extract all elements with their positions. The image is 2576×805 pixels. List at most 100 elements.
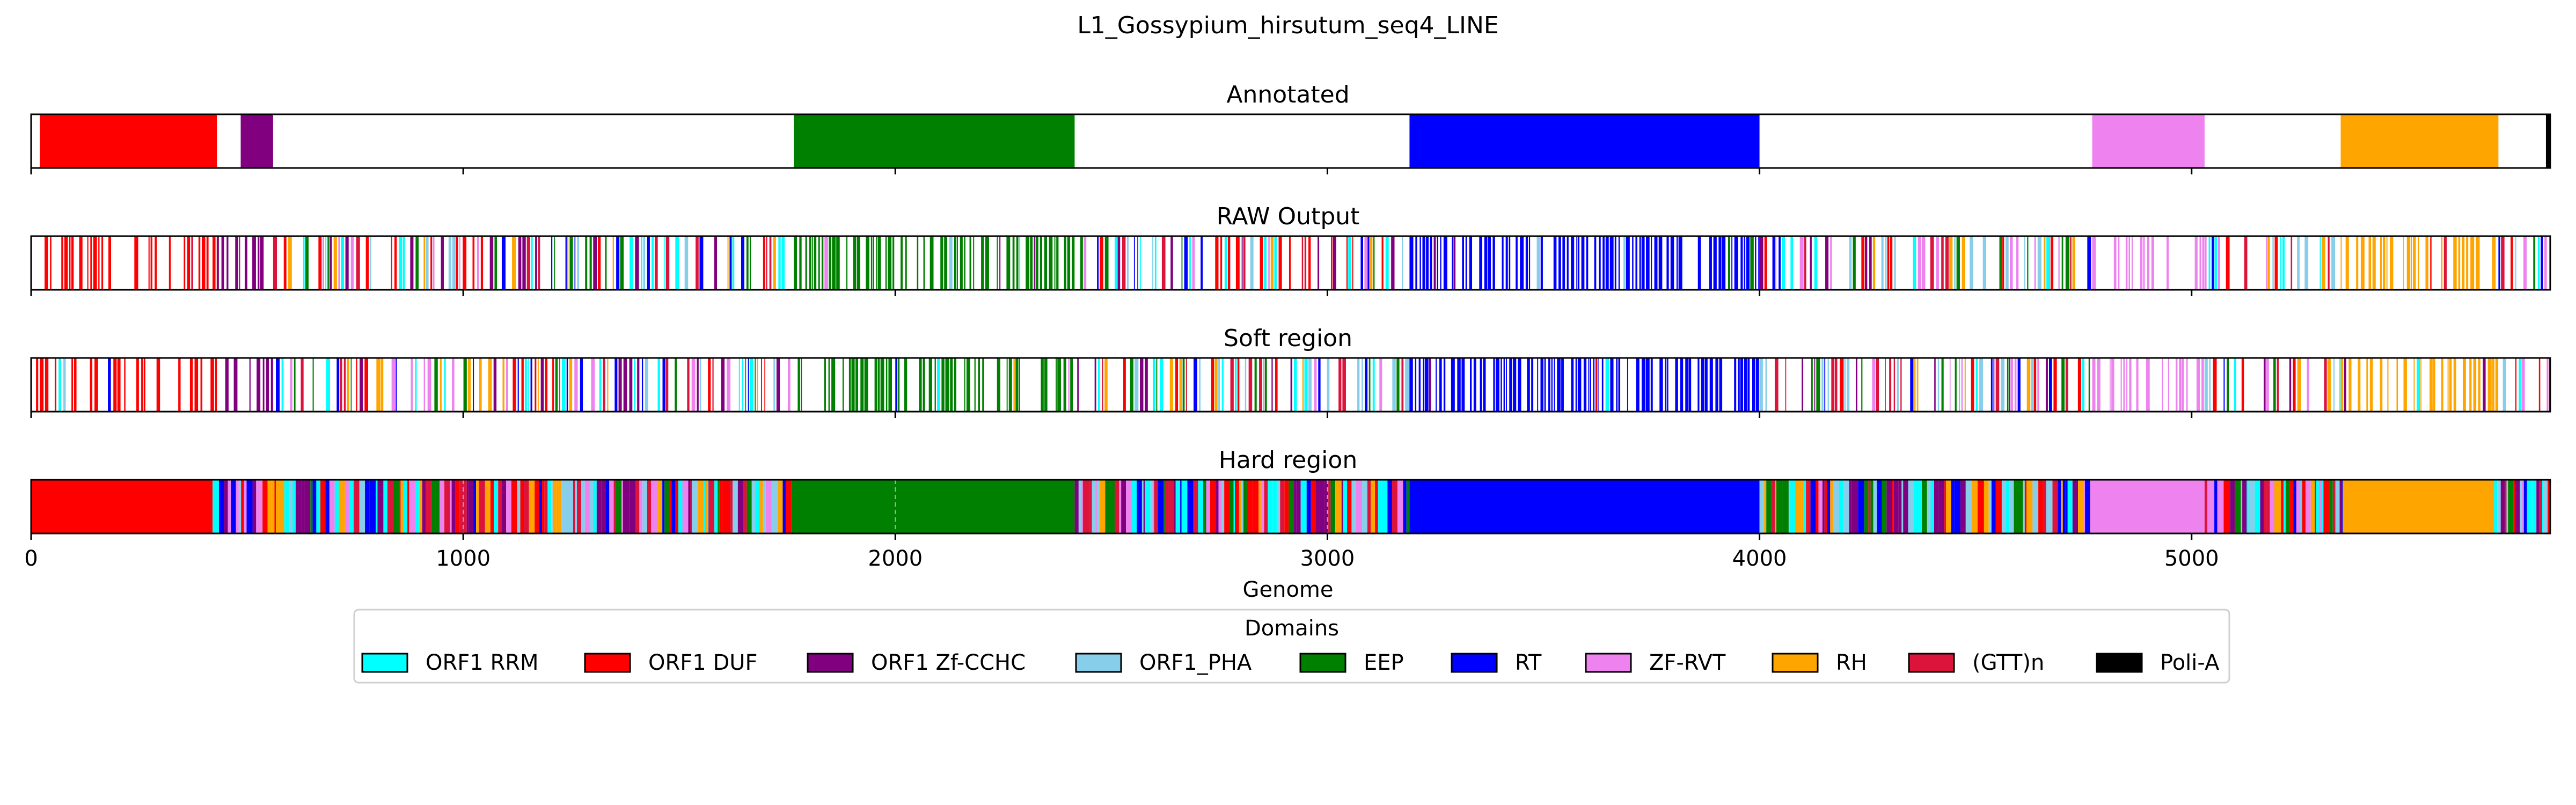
segment-orf1_rrm [1378, 480, 1382, 533]
segment-eep [1072, 236, 1075, 290]
segment-rt [741, 236, 744, 290]
segment-orf1_zf [252, 480, 257, 533]
segment-rt [2017, 358, 2021, 412]
segment-zf_rvt [2318, 480, 2322, 533]
segment-orf1_zf [1117, 236, 1121, 290]
segment-zf_rvt [2162, 358, 2163, 412]
segment-orf1_zf [489, 236, 494, 290]
segment-rt [605, 480, 610, 533]
segment-eep [2088, 358, 2090, 412]
x-tick-label: 1000 [436, 546, 491, 571]
segment-zf_rvt [765, 480, 772, 533]
segment-eep [327, 236, 329, 290]
segment-gtt [1804, 236, 1806, 290]
segment-orf1_pha [1357, 358, 1360, 412]
segment-rt [1734, 236, 1738, 290]
segment-rt [1990, 358, 1993, 412]
segment-rt [1719, 358, 1723, 412]
segment-zf_rvt [2176, 358, 2178, 412]
segment-eep [1044, 236, 1048, 290]
segment-orf1_rrm [1189, 236, 1191, 290]
legend-label: Poli-A [2160, 650, 2220, 675]
segment-eep [1064, 236, 1066, 290]
segment-eep [2285, 480, 2289, 533]
segment-orf1_pha [2001, 358, 2004, 412]
segment-orf1_pha [2543, 480, 2548, 533]
segment-gtt [479, 480, 485, 533]
segment-orf1_duf [98, 236, 100, 290]
segment-rt [1513, 358, 1517, 412]
segment-zf_rvt [639, 480, 643, 533]
segment-orf1_duf [1887, 236, 1890, 290]
segment-orf1_zf [1825, 236, 1829, 290]
segment-orf1_rrm [1274, 236, 1277, 290]
segment-zf_rvt [1314, 358, 1317, 412]
segment-zf_rvt [2266, 236, 2267, 290]
segment-orf1_duf [108, 236, 112, 290]
segment-rt [1561, 358, 1564, 412]
segment-eep [1056, 358, 1057, 412]
segment-eep [997, 358, 1000, 412]
segment-gtt [1185, 358, 1187, 412]
segment-orf1_zf [249, 358, 251, 412]
legend-item-eep: EEP [1299, 650, 1404, 675]
segment-orf1_zf [441, 236, 444, 290]
segment-orf1_duf [1375, 480, 1378, 533]
segment-eep [310, 480, 313, 533]
segment-gtt [2290, 236, 2293, 290]
segment-gtt [355, 480, 360, 533]
segment-orf1_zf [257, 358, 261, 412]
segment-orf1_pha [1849, 236, 1852, 290]
segment-orf1_rrm [1790, 236, 1794, 290]
segment-orf1_duf [74, 358, 77, 412]
segment-eep [589, 236, 592, 290]
segment-orf1_duf [90, 236, 92, 290]
segment-rt [1614, 236, 1616, 290]
segment-rh [347, 358, 349, 412]
segment-orf1_rrm [1139, 236, 1141, 290]
segment-orf1_pha [733, 480, 738, 533]
segment-orf1_rrm [2519, 358, 2521, 412]
segment-zf_rvt [2146, 358, 2150, 412]
segment-rh [2425, 236, 2428, 290]
segment-orf1_rrm [1839, 480, 1843, 533]
segment-rh [567, 236, 569, 290]
segment-rh [569, 358, 573, 412]
segment-orf1_zf [1324, 480, 1329, 533]
segment-orf1_duf [365, 236, 369, 290]
legend-label: (GTT)n [1972, 650, 2044, 675]
segment-orf1_rrm [2339, 358, 2341, 412]
segment-gtt [1868, 480, 1871, 533]
segment-rh [2406, 236, 2410, 290]
segment-rt [614, 358, 618, 412]
segment-orf1_pha [1402, 236, 1403, 290]
segment-zf_rvt [1081, 480, 1083, 533]
legend-swatch [1908, 653, 1955, 673]
segment-zf_rvt [427, 358, 431, 412]
segment-rh [2387, 358, 2389, 412]
segment-eep [877, 358, 880, 412]
segment-zf_rvt [1818, 480, 1823, 533]
segment-orf1_pha [2241, 480, 2243, 533]
segment-rt [1137, 480, 1142, 533]
segment-gtt [1995, 358, 2000, 412]
segment-eep [960, 236, 963, 290]
segment-eep [1006, 358, 1008, 412]
segment-gtt [391, 236, 392, 290]
segment-orf1_rrm [1385, 236, 1389, 290]
segment-orf1_rrm [1790, 480, 1795, 533]
segment-rh [2277, 480, 2281, 533]
segment-orf1_rrm [1152, 358, 1155, 412]
segment-rh [657, 480, 663, 533]
segment-orf1_duf [719, 480, 722, 533]
segment-orf1_zf [1296, 480, 1301, 533]
segment-rt [1709, 358, 1713, 412]
segment-rh [760, 480, 763, 533]
segment-orf1_zf [999, 236, 1001, 290]
segment-eep [2227, 358, 2229, 412]
segment-gtt [2070, 236, 2072, 290]
segment-orf1_duf [791, 480, 792, 533]
segment-gtt [1945, 236, 1949, 290]
segment-zf_rvt [2199, 236, 2201, 290]
segment-orf1_zf [360, 358, 363, 412]
